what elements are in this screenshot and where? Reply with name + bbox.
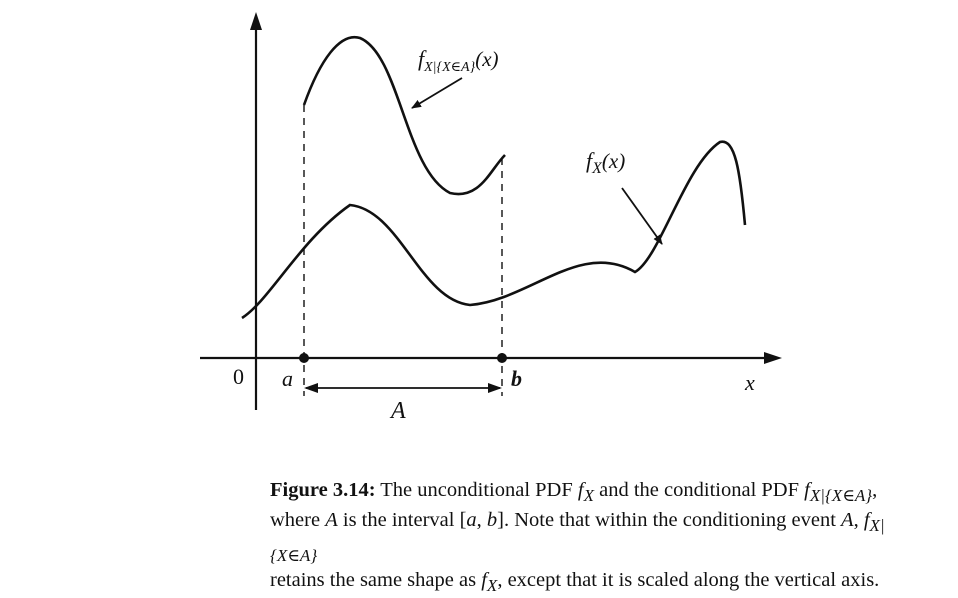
a-label: a — [282, 366, 293, 391]
caption-text: retains the same shape as — [270, 569, 482, 592]
conditional-pdf-label: fX|{X∈A}(x) — [418, 46, 499, 75]
caption-math: f — [804, 479, 810, 501]
caption-math: A — [841, 509, 854, 532]
caption-figure-number: Figure 3.14: — [270, 479, 376, 501]
caption-math: b — [486, 509, 498, 532]
pdf-figure: 0 a b x A fX|{X∈A}(x) fX(x) — [200, 12, 782, 424]
caption-text: , — [476, 509, 487, 532]
caption-math: A — [325, 509, 338, 532]
unconditional-pdf-label: fX(x) — [586, 148, 625, 177]
caption-math-sub: X|{X∈A} — [809, 486, 873, 506]
origin-label: 0 — [233, 364, 244, 389]
caption-text: The unconditional PDF — [375, 479, 578, 501]
caption-line-1: Figure 3.14: The unconditional PDF fX an… — [270, 478, 930, 508]
caption-text: , — [853, 509, 864, 532]
caption-text: , — [872, 479, 878, 501]
interval-arrow-left-head — [304, 383, 318, 393]
interval-arrow-right-head — [488, 383, 502, 393]
conditional-label-pointer — [411, 77, 463, 109]
caption-text: is the interval [ — [337, 509, 467, 532]
unconditional-pdf-curve — [241, 140, 747, 320]
caption-text: ]. Note that within the conditioning eve… — [497, 509, 842, 532]
caption-math: f — [577, 479, 584, 501]
point-b — [497, 353, 507, 363]
caption-line-2: where A is the interval [a, b]. Note tha… — [270, 508, 930, 568]
point-a — [299, 353, 309, 363]
caption-math: a — [466, 509, 477, 532]
interval-label: A — [389, 398, 406, 424]
x-axis-arrowhead — [764, 352, 782, 364]
caption-text: and the conditional PDF — [594, 479, 805, 501]
caption-math-sub: X — [583, 486, 595, 506]
caption-math: f — [863, 509, 870, 532]
caption-line-3: retains the same shape as fX, except tha… — [270, 568, 930, 598]
caption-text: , except that it is scaled along the ver… — [497, 569, 880, 592]
figure-caption: Figure 3.14: The unconditional PDF fX an… — [270, 478, 930, 598]
caption-math-sub: X — [486, 576, 498, 596]
conditional-pdf-curve — [302, 35, 506, 196]
b-label: b — [511, 366, 522, 391]
caption-math-sub: X|{X∈A} — [270, 516, 885, 566]
y-axis-arrowhead — [250, 12, 262, 30]
caption-text: where — [270, 509, 326, 532]
unconditional-label-pointer — [621, 187, 663, 245]
x-axis-label: x — [744, 370, 755, 395]
